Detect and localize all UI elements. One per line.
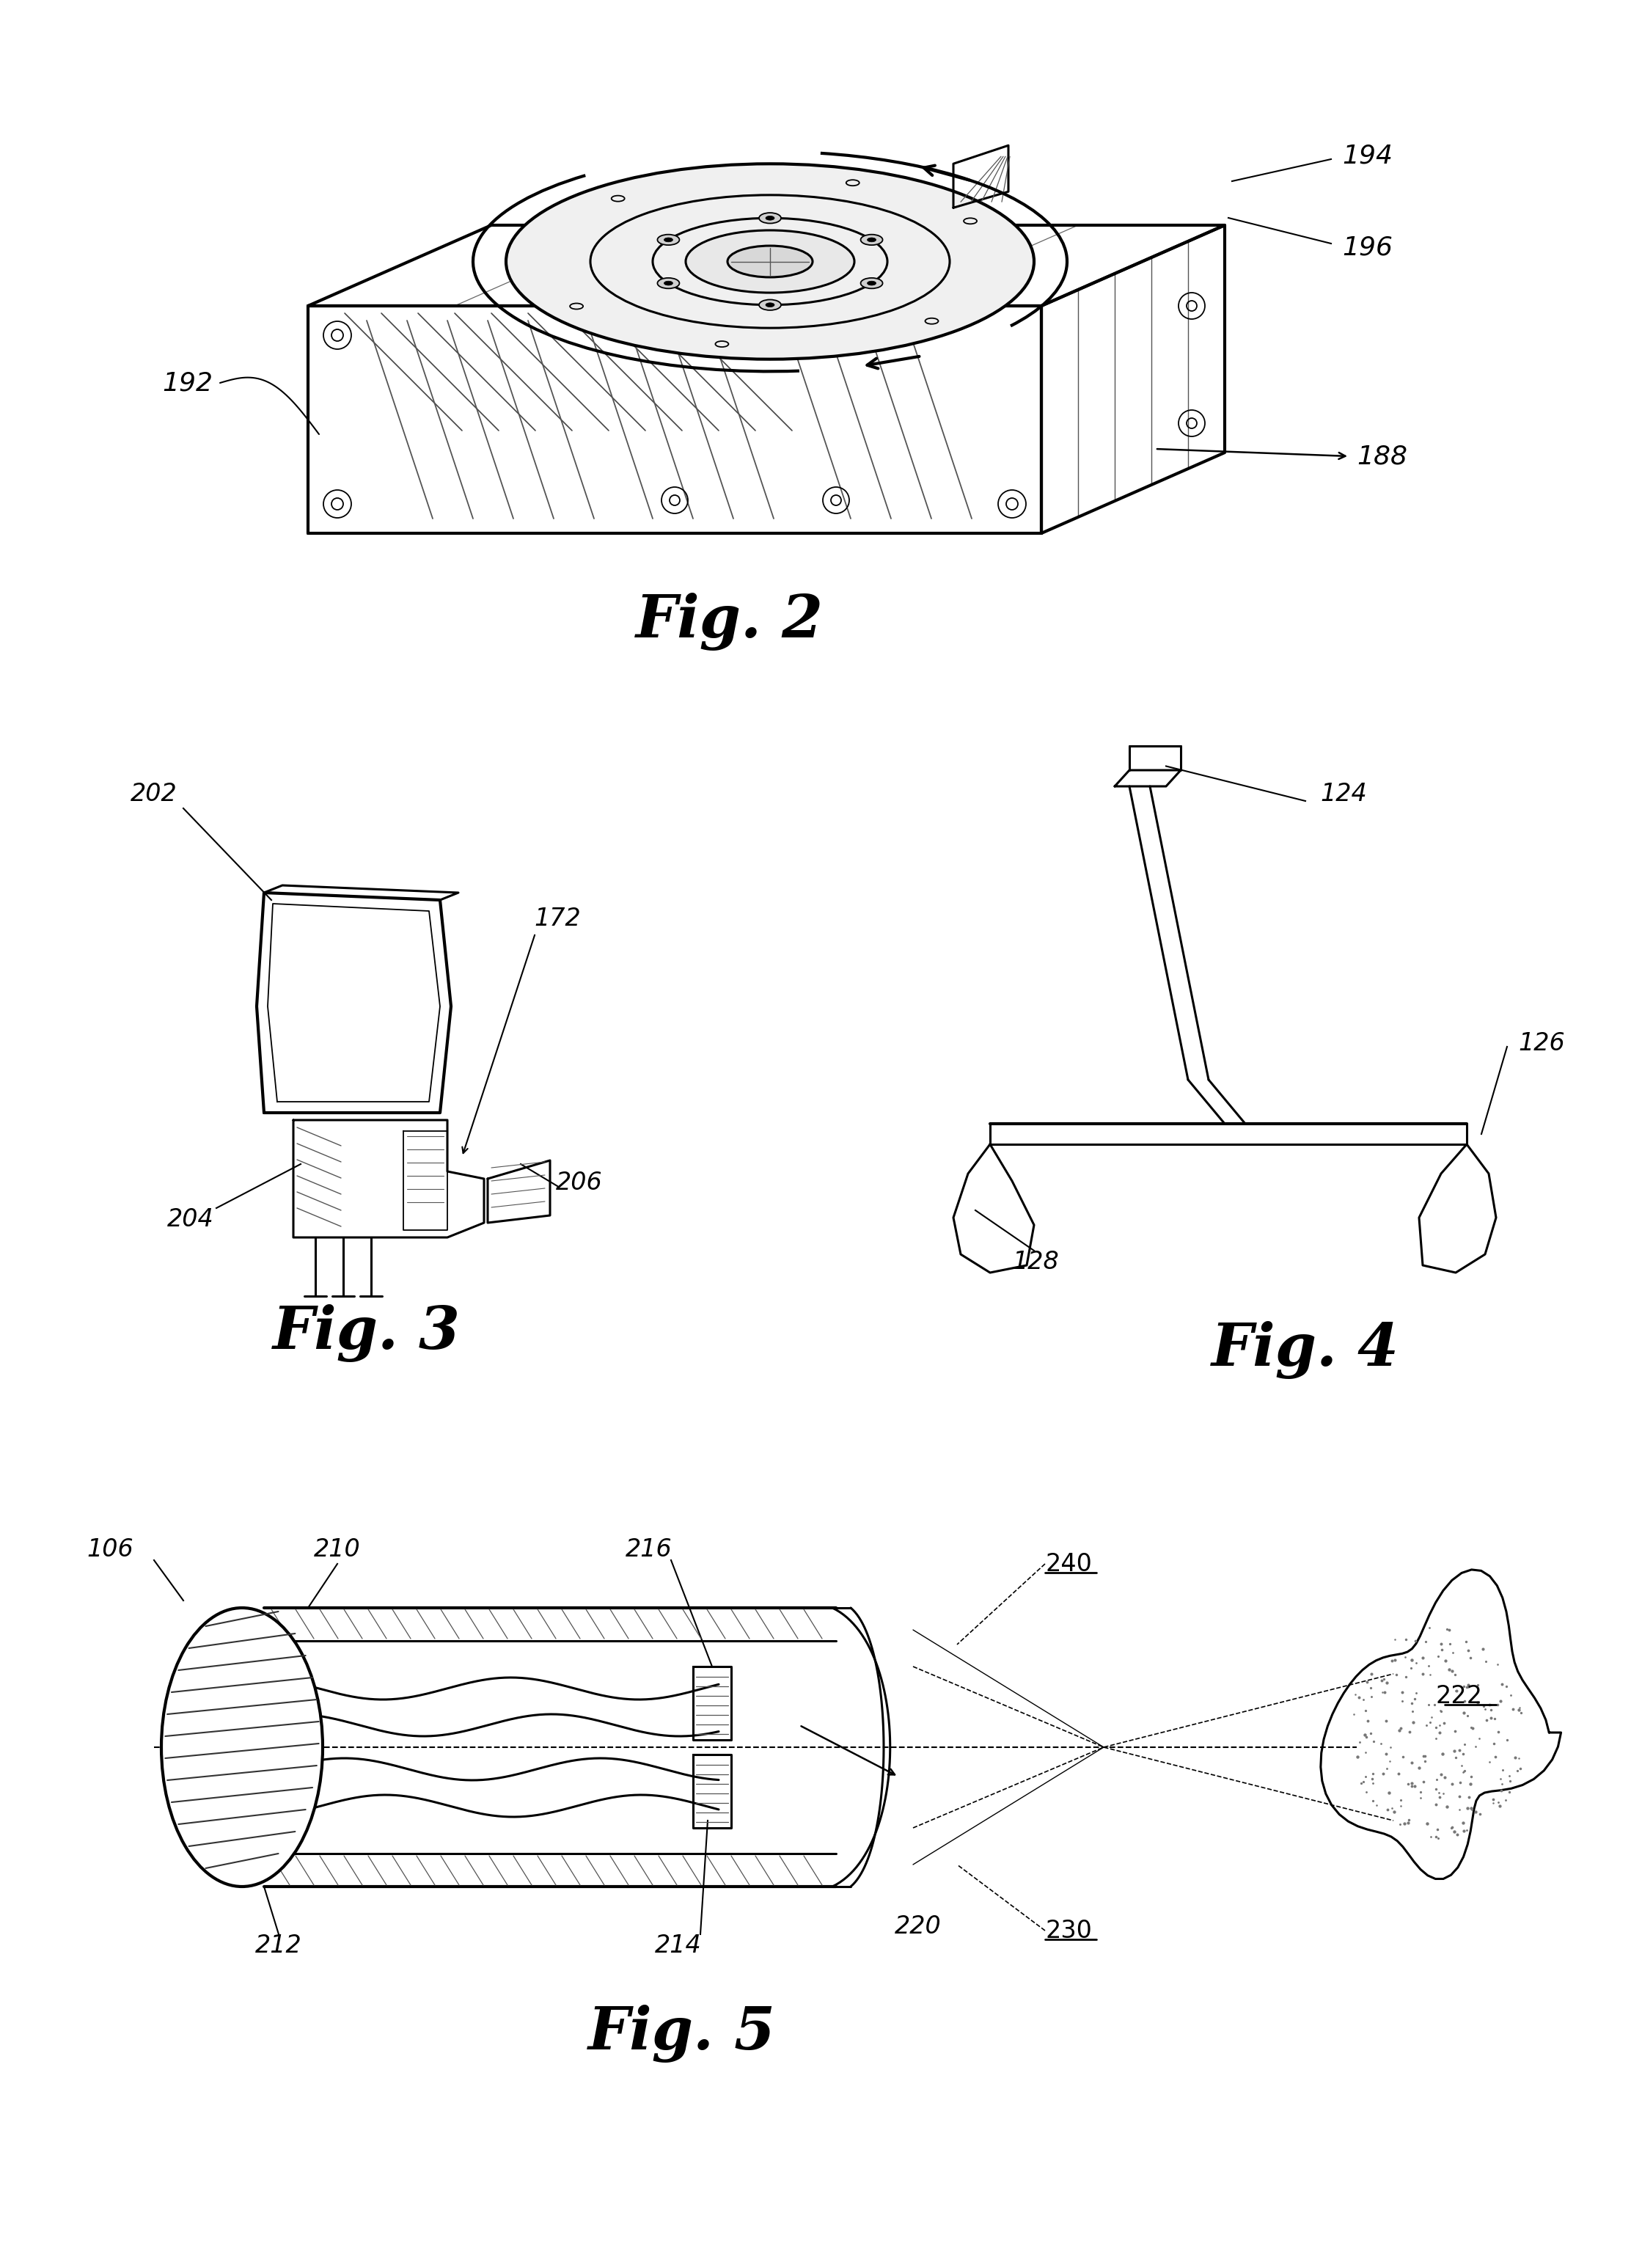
Ellipse shape <box>765 304 775 306</box>
Ellipse shape <box>686 231 854 293</box>
Ellipse shape <box>657 279 680 288</box>
Text: 202: 202 <box>131 782 177 805</box>
Text: 124: 124 <box>1320 782 1366 805</box>
Ellipse shape <box>663 238 673 243</box>
Ellipse shape <box>161 1608 323 1887</box>
Text: 216: 216 <box>626 1538 673 1560</box>
Text: 128: 128 <box>1011 1250 1059 1275</box>
Ellipse shape <box>867 238 877 243</box>
Ellipse shape <box>860 279 883 288</box>
Ellipse shape <box>657 234 680 245</box>
Text: 106: 106 <box>87 1538 133 1560</box>
Text: 204: 204 <box>167 1207 213 1232</box>
Text: 214: 214 <box>655 1932 701 1957</box>
Text: 196: 196 <box>1342 234 1392 259</box>
Text: 206: 206 <box>557 1170 603 1195</box>
Text: Fig. 3: Fig. 3 <box>273 1304 460 1361</box>
Ellipse shape <box>867 281 877 286</box>
Ellipse shape <box>765 215 775 220</box>
Text: Fig. 5: Fig. 5 <box>588 2005 777 2062</box>
Text: 212: 212 <box>255 1932 302 1957</box>
Ellipse shape <box>506 163 1034 358</box>
Text: 210: 210 <box>314 1538 361 1560</box>
Text: 230: 230 <box>1044 1919 1092 1944</box>
Text: Fig. 4: Fig. 4 <box>1212 1320 1399 1379</box>
Text: 194: 194 <box>1342 143 1392 168</box>
Ellipse shape <box>727 245 813 277</box>
Ellipse shape <box>759 299 782 311</box>
Text: 222: 222 <box>1435 1683 1483 1708</box>
Text: 220: 220 <box>895 1914 941 1939</box>
Text: 192: 192 <box>163 370 213 395</box>
Text: 126: 126 <box>1519 1032 1565 1055</box>
Text: 188: 188 <box>1356 445 1407 469</box>
Ellipse shape <box>663 281 673 286</box>
Text: 172: 172 <box>534 907 581 930</box>
Text: 240: 240 <box>1044 1551 1092 1576</box>
Text: Fig. 2: Fig. 2 <box>635 592 824 651</box>
Ellipse shape <box>860 234 883 245</box>
Ellipse shape <box>759 213 782 222</box>
